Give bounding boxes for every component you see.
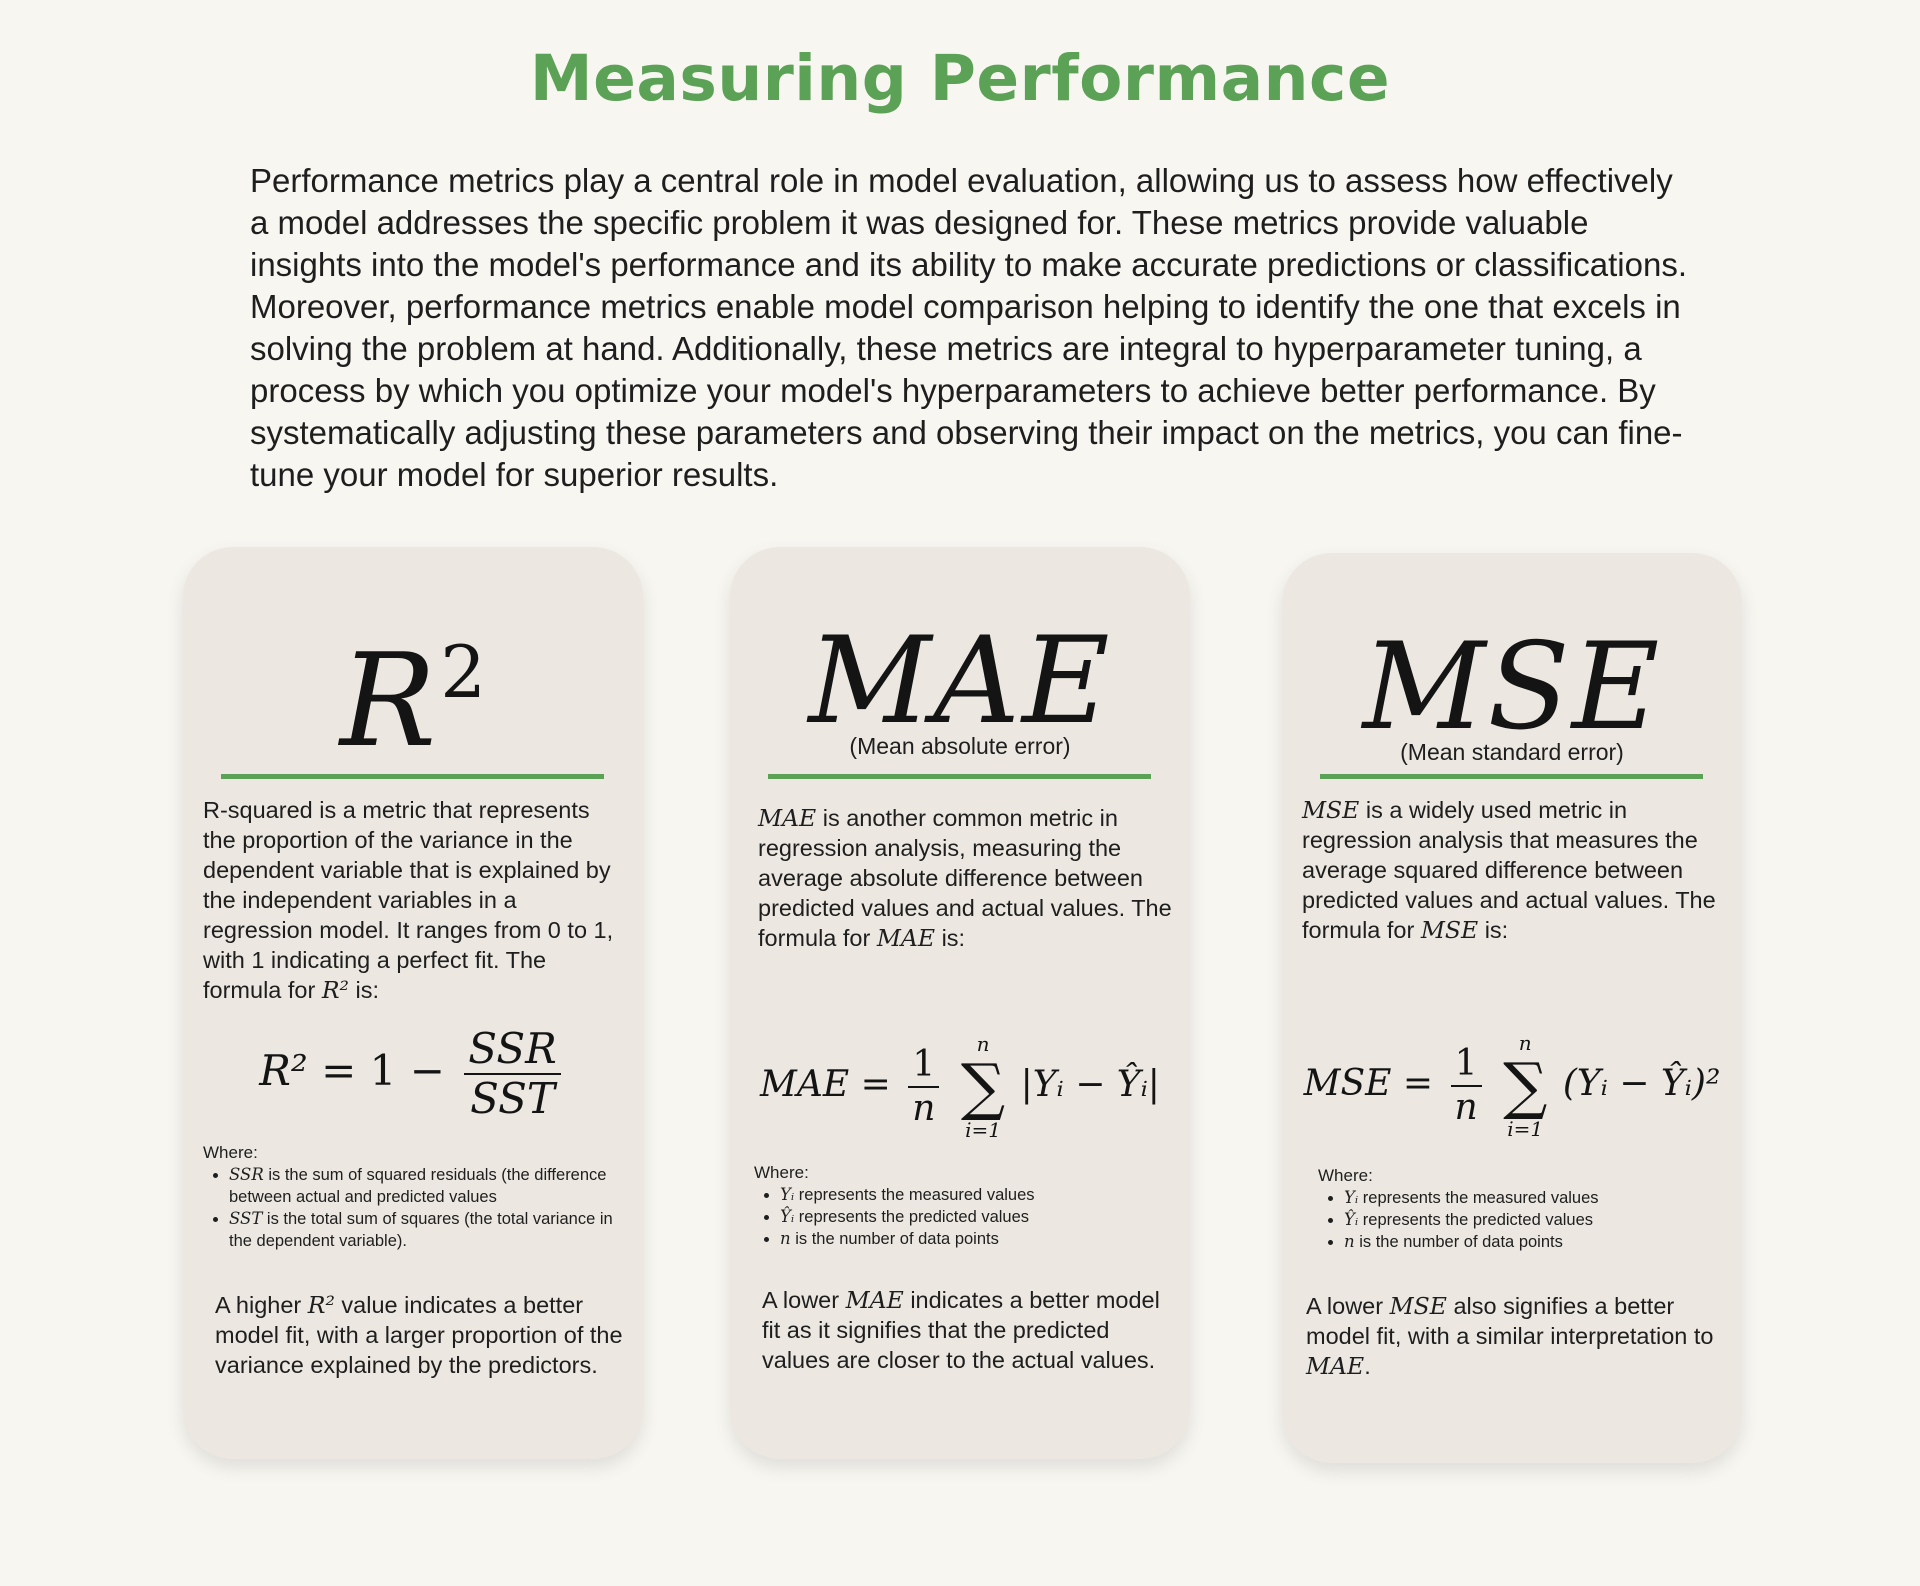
card-symbol: MAE <box>808 612 1112 751</box>
list-item: Yᵢ represents the measured values <box>780 1184 1184 1206</box>
list-item: SSR is the sum of squared residuals (the… <box>229 1164 633 1208</box>
list-item: SST is the total sum of squares (the tot… <box>229 1208 633 1252</box>
card-subtitle: (Mean absolute error) <box>849 733 1071 759</box>
card-conclusion: A lower MSE also signifies a better mode… <box>1306 1292 1714 1380</box>
mse-card: MSE (Mean standard error) MSE is a widel… <box>1282 553 1742 1463</box>
where-list: Where: Yᵢ represents the measured values… <box>754 1162 1184 1250</box>
where-label: Where: <box>203 1143 258 1162</box>
card-symbol: R2 <box>339 627 487 776</box>
list-item: Yᵢ represents the measured values <box>1344 1187 1748 1209</box>
where-list: Where: Yᵢ represents the measured values… <box>1318 1165 1748 1253</box>
page-title: Measuring Performance <box>529 42 1391 115</box>
green-divider <box>221 774 604 779</box>
where-list: Where: SSR is the sum of squared residua… <box>203 1142 633 1252</box>
card-conclusion: A lower MAE indicates a better model fit… <box>762 1286 1160 1373</box>
card-description: R-squared is a metric that represents th… <box>203 797 614 1004</box>
card-description: MAE is another common metric in regressi… <box>758 804 1172 952</box>
card-description: MSE is a widely used metric in regressio… <box>1302 796 1716 944</box>
where-label: Where: <box>1318 1166 1373 1185</box>
list-item: Ŷᵢ represents the predicted values <box>780 1206 1184 1228</box>
r-squared-formula: R² = 1 − SSR SST <box>183 1026 643 1121</box>
green-divider <box>768 774 1151 779</box>
card-subtitle: (Mean standard error) <box>1400 739 1624 765</box>
card-symbol: MSE <box>1362 618 1662 757</box>
list-item: n is the number of data points <box>1344 1231 1748 1253</box>
intro-paragraph: Performance metrics play a central role … <box>250 162 1687 493</box>
list-item: Ŷᵢ represents the predicted values <box>1344 1209 1748 1231</box>
list-item: n is the number of data points <box>780 1228 1184 1250</box>
r-squared-card: R2 R-squared is a metric that represents… <box>183 547 643 1459</box>
card-conclusion: A higher R² value indicates a better mod… <box>215 1291 623 1378</box>
where-label: Where: <box>754 1163 809 1182</box>
green-divider <box>1320 774 1703 779</box>
mae-card: MAE (Mean absolute error) MAE is another… <box>730 547 1190 1459</box>
